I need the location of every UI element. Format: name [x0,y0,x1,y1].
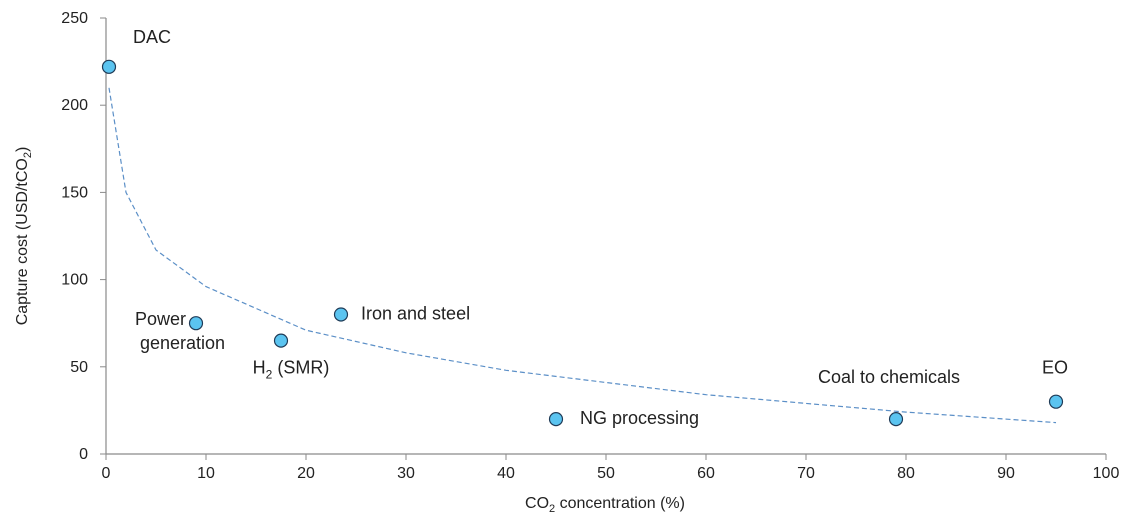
x-tick-label: 70 [797,465,815,482]
x-tick-label: 40 [497,465,515,482]
point-label: Power generation [135,309,225,353]
x-tick-label: 0 [102,465,111,482]
point-label-line: generation [140,333,225,353]
x-tick-label: 20 [297,465,315,482]
point-label-part: H [253,358,266,378]
data-point [1048,394,1064,409]
data-points [101,59,1064,427]
x-tick-label: 60 [697,465,715,482]
y-axis-title: Capture cost (USD/tCO2) [14,147,34,326]
x-tick-label: 90 [997,465,1015,482]
y-tick-label: 200 [61,97,88,114]
trendline [108,87,1057,424]
axes [100,17,1107,460]
point-label-line: Power [135,309,186,329]
point-label: Iron and steel [361,303,470,323]
y-tick-label: 250 [61,10,88,27]
point-labels: DAC Power generation H2 (SMR) Iron and steel… [133,27,1068,428]
x-tick-label: 30 [397,465,415,482]
x-axis-title: CO2 concentration (%) [525,495,685,515]
data-point [333,307,349,322]
y-tick-label: 0 [79,446,88,463]
y-axis-title-sub: 2 [22,152,34,158]
data-point [888,412,904,427]
data-point [188,316,204,331]
x-tick-label: 50 [597,465,615,482]
point-label: EO [1042,358,1068,378]
point-label-part: (SMR) [272,358,329,378]
point-label: NG processing [580,408,699,428]
tick-labels: 0 10 20 30 40 50 60 70 80 90 100 0 50 100 150 200 250 [61,10,1119,482]
point-label: DAC [133,27,171,47]
x-tick-label: 80 [897,465,915,482]
point-label: Coal to chemicals [818,367,960,387]
y-tick-label: 100 [61,272,88,289]
x-axis-title-sub: 2 [549,503,555,515]
x-tick-label: 100 [1093,465,1120,482]
y-tick-label: 150 [61,184,88,201]
data-point [548,412,564,427]
point-label: H2 (SMR) [253,358,330,382]
data-point [101,59,117,74]
x-tick-label: 10 [197,465,215,482]
y-tick-label: 50 [70,359,88,376]
point-label-sub: 2 [266,368,273,382]
data-point [273,333,289,348]
